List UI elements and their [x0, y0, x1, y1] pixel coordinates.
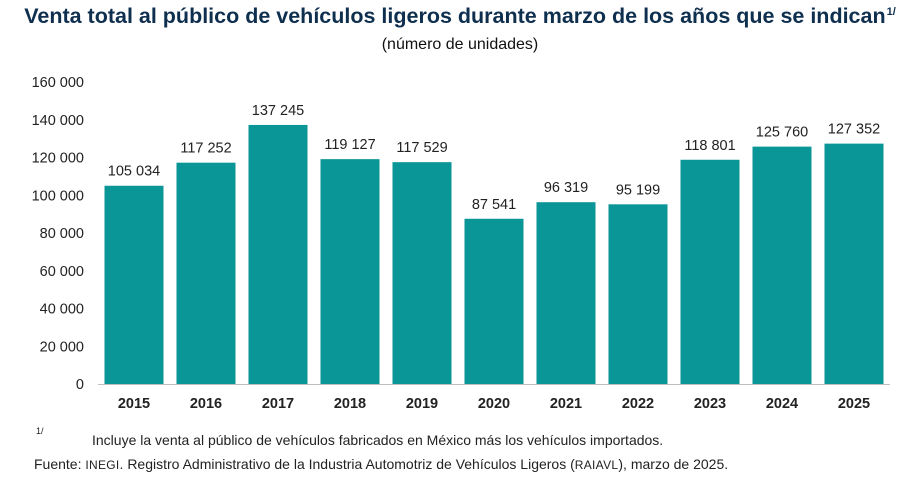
bar-chart: 0 20 000 40 000 60 000 80 000 100 000 120 000 1…: [32, 75, 890, 412]
bar: [464, 218, 524, 384]
y-tick-label: 80 000: [40, 226, 84, 242]
y-tick-label: 100 000: [32, 188, 84, 204]
chart-title-text: Venta total al público de vehículos lige…: [24, 4, 886, 28]
bar: [320, 159, 380, 384]
source-org: INEGI: [85, 458, 120, 472]
data-label: 125 760: [756, 125, 808, 141]
data-label: 117 252: [180, 141, 231, 157]
x-tick-label: 2023: [694, 396, 726, 412]
source-suffix: ), marzo de 2025.: [618, 456, 729, 472]
x-tick-label: 2017: [262, 396, 294, 412]
data-label: 137 245: [252, 103, 304, 119]
y-tick-label: 120 000: [32, 151, 84, 167]
chart-subtitle: (número de unidades): [381, 36, 539, 53]
y-tick-label: 0: [76, 377, 84, 393]
x-tick-label: 2019: [406, 396, 438, 412]
x-tick-label: 2025: [838, 396, 870, 412]
y-tick-label: 140 000: [32, 113, 84, 129]
data-label: 96 319: [544, 180, 588, 196]
x-tick-label: 2015: [118, 396, 150, 412]
source-note: Fuente: INEGI. Registro Administrativo d…: [34, 456, 728, 472]
bar: [680, 159, 740, 384]
source-prefix: Fuente:: [34, 456, 86, 472]
y-tick-label: 60 000: [40, 264, 84, 280]
data-label: 127 352: [828, 122, 880, 138]
chart-title: Venta total al público de vehículos lige…: [0, 4, 920, 29]
bar: [824, 143, 884, 384]
data-label: 105 034: [108, 164, 160, 180]
footnote-text: Incluye la venta al público de vehículos…: [92, 432, 664, 448]
bar: [104, 185, 164, 384]
source-middle: . Registro Administrativo de la Industri…: [119, 456, 575, 472]
data-label: 118 801: [684, 138, 735, 154]
y-tick-label: 40 000: [40, 302, 84, 318]
x-tick-label: 2024: [766, 396, 798, 412]
data-label: 87 541: [472, 197, 516, 213]
data-label: 119 127: [324, 137, 375, 153]
footnote-mark: 1/: [36, 426, 44, 436]
bar: [536, 202, 596, 384]
y-tick-label: 160 000: [32, 75, 84, 91]
bar: [392, 162, 452, 384]
x-tick-label: 2020: [478, 396, 510, 412]
x-tick-label: 2018: [334, 396, 366, 412]
bar: [248, 124, 308, 384]
bar: [752, 146, 812, 384]
bar: [176, 162, 236, 384]
x-tick-label: 2021: [550, 396, 582, 412]
source-acronym: RAIAVL: [574, 458, 619, 472]
y-tick-label: 20 000: [40, 339, 84, 355]
x-tick-label: 2016: [190, 396, 222, 412]
bar: [608, 204, 668, 384]
x-tick-label: 2022: [622, 396, 654, 412]
data-label: 117 529: [396, 140, 447, 156]
title-footnote-mark: 1/: [886, 5, 896, 18]
data-label: 95 199: [616, 182, 660, 198]
